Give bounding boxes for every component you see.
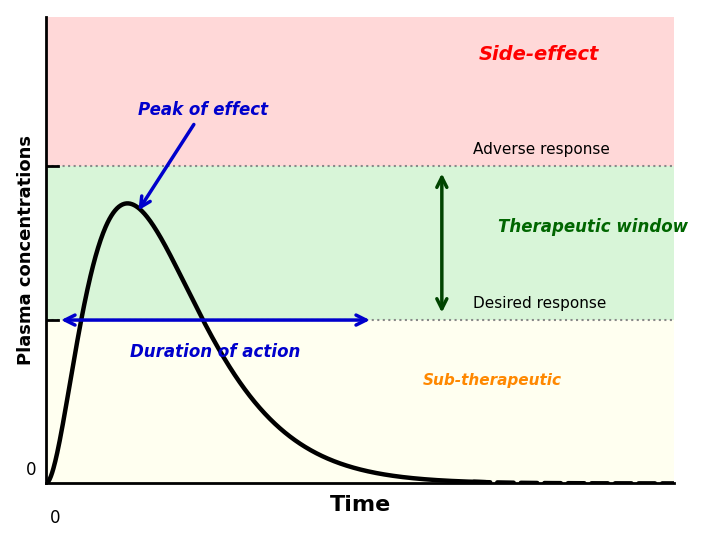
Text: Sub-therapeutic: Sub-therapeutic [423,373,562,388]
Bar [46,17,675,166]
Text: 0: 0 [50,509,61,527]
X-axis label: Time: Time [329,494,391,514]
Text: Side-effect: Side-effect [479,44,599,63]
Text: Peak of effect: Peak of effect [138,101,268,207]
Bar [46,320,675,484]
Y-axis label: Plasma concentrations: Plasma concentrations [17,135,35,365]
Text: Duration of action: Duration of action [130,344,300,361]
Text: Desired response: Desired response [473,296,607,311]
Text: Therapeutic window: Therapeutic window [498,217,689,236]
Text: 0: 0 [26,461,36,479]
Text: Adverse response: Adverse response [473,142,610,157]
Bar [46,166,675,320]
